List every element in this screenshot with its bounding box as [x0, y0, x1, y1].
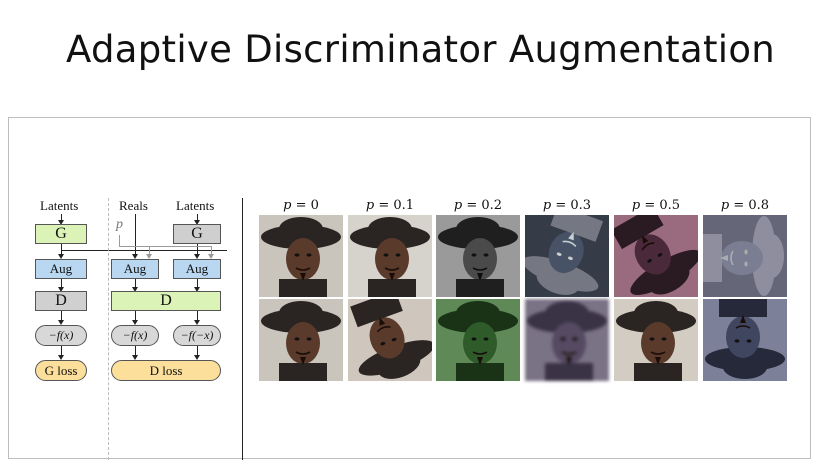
connector — [149, 246, 211, 247]
arrow — [58, 355, 64, 360]
discriminator-box-left: D — [35, 291, 87, 311]
connector — [211, 246, 212, 254]
connector — [119, 246, 149, 247]
connector — [61, 311, 62, 322]
function-box-right: −f(−x) — [173, 325, 221, 346]
p-label-4: p = 0.5 — [631, 198, 681, 213]
arrow — [132, 254, 138, 259]
augmented-face-image — [436, 215, 520, 297]
function-box-mid: −f(x) — [111, 325, 159, 346]
arrow — [194, 355, 200, 360]
connector — [197, 244, 198, 256]
arrow — [194, 287, 200, 292]
augmented-face-image — [614, 215, 698, 297]
augmented-face-image — [525, 215, 609, 297]
arrow — [132, 320, 138, 325]
figure-frame: Latents G Aug D −f(x) G loss Reals Laten… — [8, 117, 811, 460]
arrow — [132, 287, 138, 292]
connector — [197, 311, 198, 322]
discriminator-box-wide: D — [111, 291, 221, 311]
portrait-svg — [614, 299, 698, 381]
function-box-left: −f(x) — [35, 325, 87, 346]
connector — [61, 279, 62, 289]
g-loss-box: G loss — [35, 360, 87, 381]
slide-title: Adaptive Discriminator Augmentation — [66, 28, 776, 71]
portrait-svg — [259, 215, 343, 297]
connector — [135, 346, 136, 357]
connector — [61, 250, 227, 251]
augmented-face-image — [614, 299, 698, 381]
p-label-1: p = 0.1 — [365, 198, 415, 213]
portrait-svg — [525, 299, 609, 381]
connector — [197, 214, 198, 222]
connector — [119, 235, 120, 246]
connector — [149, 246, 150, 254]
p-label-5: p = 0.8 — [720, 198, 770, 213]
connector — [135, 311, 136, 322]
portrait-svg — [703, 215, 787, 297]
augmented-face-image — [348, 299, 432, 381]
connector — [135, 279, 136, 289]
reals-label: Reals — [119, 198, 148, 213]
portrait-svg — [525, 215, 609, 297]
augment-box-right: Aug — [173, 259, 221, 279]
augmented-face-image — [259, 215, 343, 297]
arrow — [58, 220, 64, 225]
augment-box-mid: Aug — [111, 259, 159, 279]
augment-box-left: Aug — [35, 259, 87, 279]
augmented-face-image — [703, 299, 787, 381]
dashed-separator — [108, 198, 109, 460]
arrow — [132, 355, 138, 360]
augmented-face-image — [703, 215, 787, 297]
arrow — [194, 254, 200, 259]
latents-left-label: Latents — [40, 198, 79, 213]
arrow — [194, 320, 200, 325]
generator-box-right: G — [173, 224, 221, 244]
portrait-svg — [348, 299, 432, 381]
arrow — [208, 254, 214, 259]
portrait-svg — [259, 299, 343, 381]
portrait-svg — [436, 299, 520, 381]
arrow — [194, 220, 200, 225]
augmented-face-image — [525, 299, 609, 381]
arrow — [58, 254, 64, 259]
p-label: p — [116, 217, 123, 232]
p-label-2: p = 0.2 — [453, 198, 503, 213]
augmented-face-image — [348, 215, 432, 297]
p-label-0: p = 0 — [283, 198, 319, 213]
portrait-svg — [348, 215, 432, 297]
connector — [197, 279, 198, 289]
d-loss-box: D loss — [111, 360, 221, 381]
generator-box-left: G — [35, 224, 87, 244]
arrow — [58, 320, 64, 325]
solid-separator — [242, 198, 243, 460]
augmented-face-image — [436, 299, 520, 381]
arrow — [146, 254, 152, 259]
portrait-svg — [614, 215, 698, 297]
p-label-3: p = 0.3 — [542, 198, 592, 213]
connector — [61, 346, 62, 357]
latents-right-label: Latents — [176, 198, 215, 213]
connector — [197, 346, 198, 357]
augmented-face-image — [259, 299, 343, 381]
arrow — [58, 287, 64, 292]
connector — [135, 214, 136, 256]
portrait-svg — [703, 299, 787, 381]
connector — [61, 214, 62, 222]
portrait-svg — [436, 215, 520, 297]
